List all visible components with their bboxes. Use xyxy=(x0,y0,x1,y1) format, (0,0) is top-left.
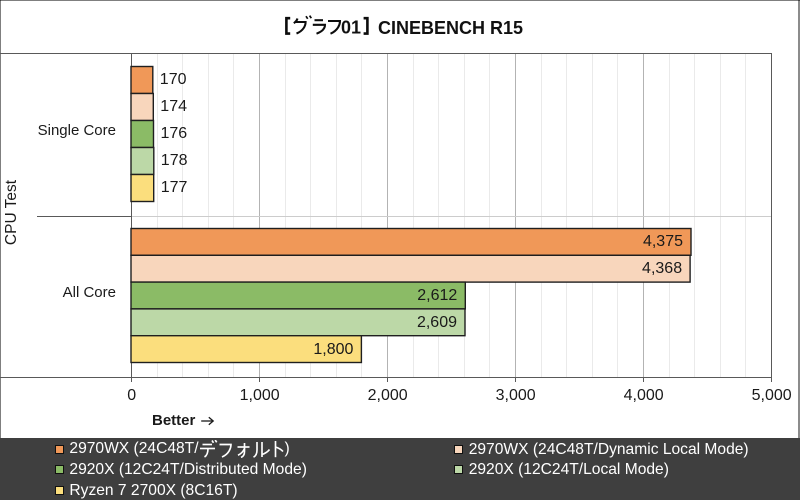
svg-text:01: 01 xyxy=(341,18,361,38)
